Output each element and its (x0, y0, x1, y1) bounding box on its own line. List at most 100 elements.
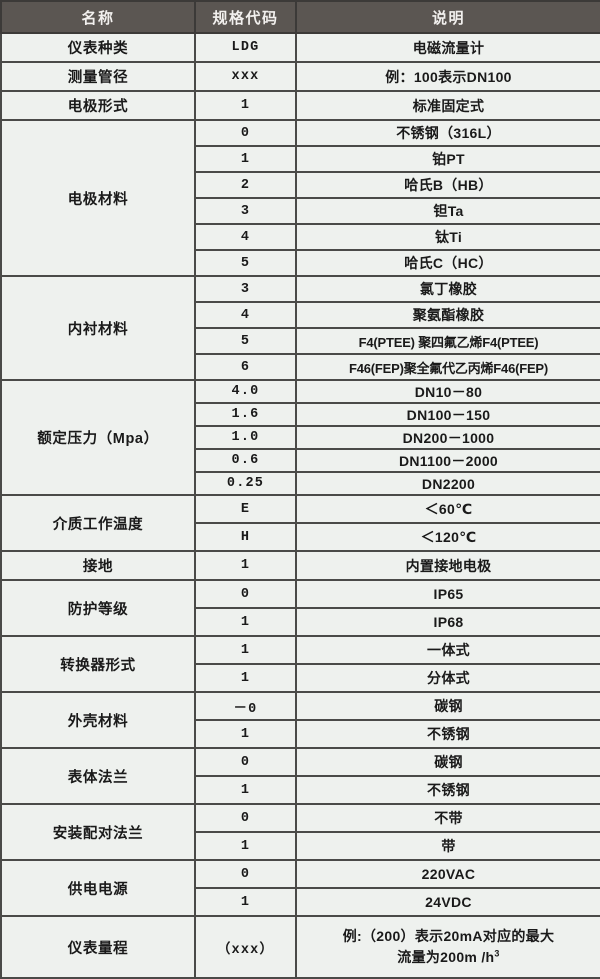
header-row: 名称 规格代码 说明 (0, 0, 600, 34)
table-row: 1 分体式 (1, 663, 600, 693)
row-group-name: 表体法兰 (0, 747, 196, 805)
table-row: 3 钽Ta (1, 197, 600, 225)
spec-code-cell: 1 (194, 635, 297, 665)
spec-code-cell: 3 (194, 197, 297, 225)
spec-description-cell: 不锈钢 (295, 719, 600, 749)
spec-description-cell: DN1100－2000 (295, 448, 600, 473)
table-row: 4 聚氨酯橡胶 (1, 301, 600, 329)
spec-description-cell: IP65 (295, 579, 600, 609)
spec-code-cell: 1 (194, 607, 297, 637)
table-row: 0.25 DN2200 (1, 471, 600, 496)
row-group-name: 介质工作温度 (0, 494, 196, 552)
spec-code-cell: LDG (194, 32, 297, 63)
spec-code-cell: 5 (194, 249, 297, 277)
spec-code-cell: 1 (194, 719, 297, 749)
spec-description-cell: 钽Ta (295, 197, 600, 225)
spec-description-cell: 不锈钢（316L） (295, 119, 600, 147)
spec-code-cell: －0 (194, 691, 297, 721)
spec-code-cell: 0 (194, 579, 297, 609)
spec-description-cell: 钛Ti (295, 223, 600, 251)
table-row: 1 铂PT (1, 145, 600, 173)
table-row: 5 F4(PTEE) 聚四氟乙烯F4(PTEE) (1, 327, 600, 355)
description-line: 流量为200m /h3 (397, 948, 500, 965)
spec-code-cell: 0.6 (194, 448, 297, 473)
table-row: 仪表种类 LDG 电磁流量计 (0, 32, 600, 63)
spec-code-cell: 0 (194, 119, 297, 147)
spec-description-cell: F4(PTEE) 聚四氟乙烯F4(PTEE) (295, 327, 600, 355)
spec-description-cell: 不带 (295, 803, 600, 833)
spec-description-cell: 不锈钢 (295, 775, 600, 805)
table-row: 表体法兰 0 碳钢 (0, 747, 600, 805)
spec-code-cell: 0 (194, 747, 297, 777)
row-group-name: 安装配对法兰 (0, 803, 196, 861)
spec-code-cell: H (194, 522, 297, 552)
spec-code-cell: 1 (194, 831, 297, 861)
spec-description-cell: ＜60℃ (295, 494, 600, 524)
table-row: H ＜120℃ (1, 522, 600, 552)
spec-description-cell: 电磁流量计 (295, 32, 600, 63)
spec-description-cell: ＜120℃ (295, 522, 600, 552)
table-row: 5 哈氏C（HC） (1, 249, 600, 277)
table-row: 1 不锈钢 (1, 775, 600, 805)
spec-description-cell: 例:（200）表示20mA对应的最大 流量为200m /h3 (295, 915, 600, 979)
table-row: 1 不锈钢 (1, 719, 600, 749)
spec-description-cell: 哈氏B（HB） (295, 171, 600, 199)
row-group-name: 转换器形式 (0, 635, 196, 693)
spec-code-cell: 1.6 (194, 402, 297, 427)
row-group-name: 仪表种类 (0, 32, 196, 63)
table-row: 外壳材料 －0 碳钢 (0, 691, 600, 749)
column-header-name: 名称 (0, 0, 196, 34)
spec-description-cell: 铂PT (295, 145, 600, 173)
spec-description-cell: 内置接地电极 (295, 550, 600, 581)
table-row: 1 24VDC (1, 887, 600, 917)
spec-code-cell: 1 (194, 887, 297, 917)
spec-code-cell: 1 (194, 663, 297, 693)
spec-description-cell: 标准固定式 (295, 90, 600, 121)
table-row: 2 哈氏B（HB） (1, 171, 600, 199)
spec-code-cell: 3 (194, 275, 297, 303)
spec-description-cell: IP68 (295, 607, 600, 637)
spec-code-cell: 5 (194, 327, 297, 355)
table-body: 仪表种类 LDG 电磁流量计 测量管径 xxx 例：100表示DN100 电极形式 1 标准固定… (0, 32, 600, 979)
spec-description-cell: 氯丁橡胶 (295, 275, 600, 303)
spec-description-cell: DN2200 (295, 471, 600, 496)
spec-code-cell: 0.25 (194, 471, 297, 496)
table-row: 供电电源 0 220VAC (0, 859, 600, 917)
spec-code-cell: 2 (194, 171, 297, 199)
spec-description-cell: 24VDC (295, 887, 600, 917)
table-row: 1.6 DN100－150 (1, 402, 600, 427)
spec-description-cell: 哈氏C（HC） (295, 249, 600, 277)
table-row: 防护等级 0 IP65 (0, 579, 600, 637)
description-line: 例:（200）表示20mA对应的最大 (342, 928, 555, 944)
spec-code-cell: 1.0 (194, 425, 297, 450)
spec-code-cell: 0 (194, 859, 297, 889)
table-row: 仪表量程 （xxx） 例:（200）表示20mA对应的最大 流量为200m /h3 (0, 915, 600, 979)
spec-code-cell: 4.0 (194, 379, 297, 404)
row-group-name: 仪表量程 (0, 915, 196, 979)
spec-code-cell: 1 (194, 145, 297, 173)
row-group-name: 接地 (0, 550, 196, 581)
table-row: 4 钛Ti (1, 223, 600, 251)
column-header-code: 规格代码 (194, 0, 297, 34)
table-header: 名称 规格代码 说明 (0, 0, 600, 34)
spec-code-cell: 4 (194, 223, 297, 251)
row-group-name: 外壳材料 (0, 691, 196, 749)
spec-code-cell: xxx (194, 61, 297, 92)
spec-description-cell: 聚氨酯橡胶 (295, 301, 600, 329)
table-row: 安装配对法兰 0 不带 (0, 803, 600, 861)
table-row: 接地 1 内置接地电极 (0, 550, 600, 581)
spec-description-cell: 碳钢 (295, 691, 600, 721)
row-group-name: 防护等级 (0, 579, 196, 637)
column-header-description: 说明 (295, 0, 600, 34)
spec-code-cell: 0 (194, 803, 297, 833)
spec-description-cell: DN200－1000 (295, 425, 600, 450)
spec-code-cell: 1 (194, 775, 297, 805)
spec-description-cell: F46(FEP)聚全氟代乙丙烯F46(FEP) (295, 353, 600, 381)
row-group-name: 额定压力（Mpa） (0, 379, 196, 496)
spec-description-cell: 分体式 (295, 663, 600, 693)
spec-code-cell: 1 (194, 550, 297, 581)
table-row: 电极材料 0 不锈钢（316L） (0, 119, 600, 277)
table-row: 测量管径 xxx 例：100表示DN100 (0, 61, 600, 92)
